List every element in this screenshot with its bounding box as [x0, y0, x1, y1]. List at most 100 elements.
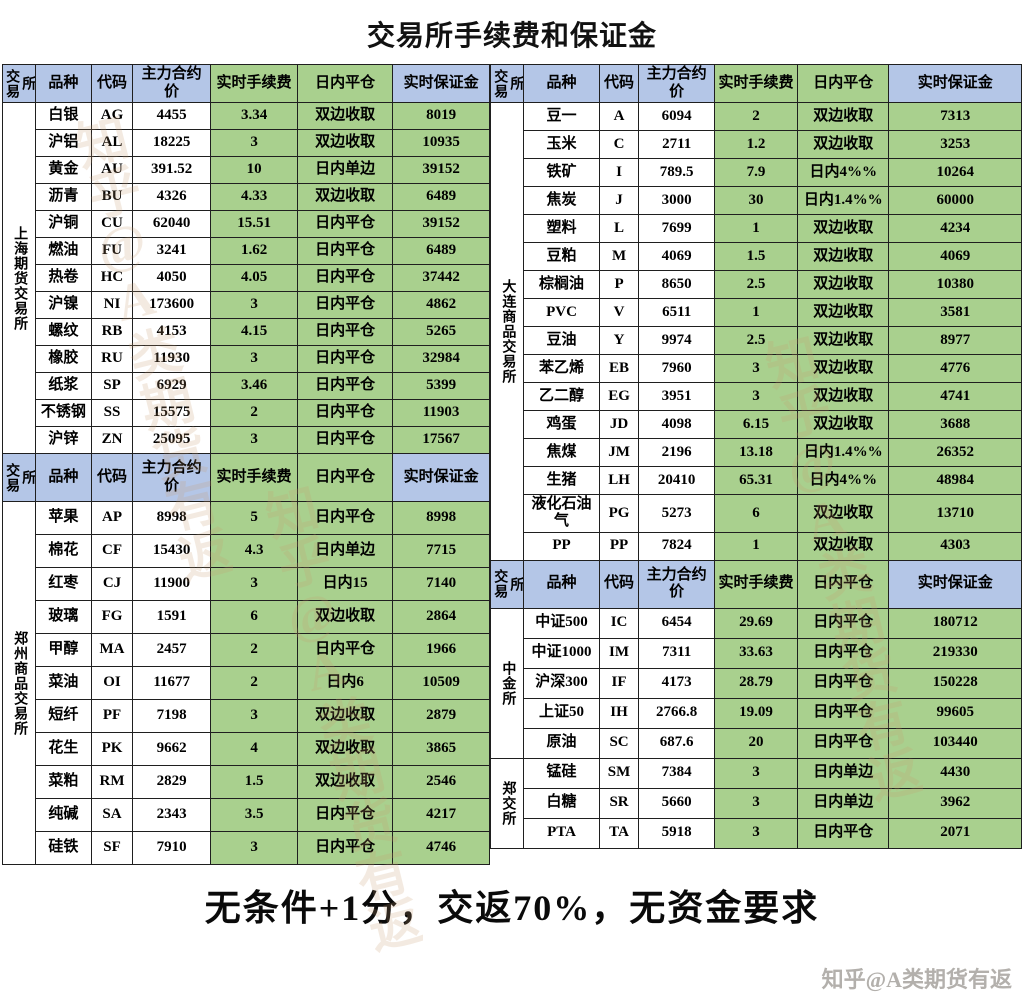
realtime-margin: 3253 [888, 130, 1022, 159]
main-contract-price: 3241 [132, 237, 211, 265]
realtime-fee: 4 [209, 732, 299, 766]
realtime-margin: 4217 [391, 798, 491, 832]
product-name: 不锈钢 [35, 399, 92, 427]
tables-area: 交易所 品种 代码 主力合约价 实时手续费 日内平仓 实时保证金 上海期货交易所 白银 AG 445… [0, 64, 1024, 865]
realtime-margin: 4776 [888, 354, 1022, 383]
realtime-margin: 2879 [391, 699, 491, 733]
realtime-fee: 4.3 [209, 534, 299, 568]
product-code: SF [90, 831, 134, 865]
product-name: 苯乙烯 [523, 354, 600, 383]
realtime-fee: 6 [713, 494, 799, 533]
main-contract-price: 6454 [638, 607, 715, 639]
realtime-fee: 29.69 [713, 607, 799, 639]
realtime-fee: 65.31 [713, 466, 799, 495]
realtime-fee: 3 [209, 426, 299, 454]
left-table-container: 交易所 品种 代码 主力合约价 实时手续费 日内平仓 实时保证金 上海期货交易所 白银 AG 445… [1, 64, 491, 865]
intraday-rule: 日内平仓 [297, 291, 393, 319]
realtime-fee: 3 [209, 831, 299, 865]
realtime-margin: 48984 [888, 466, 1022, 495]
main-contract-price: 391.52 [132, 156, 211, 184]
column-header: 实时手续费 [713, 64, 799, 103]
product-code: RB [90, 318, 134, 346]
product-code: CU [90, 210, 134, 238]
data-row: 甲醇 MA 2457 2 日内平仓 1966 [3, 633, 491, 667]
main-contract-price: 4050 [132, 264, 211, 292]
product-code: IC [598, 607, 640, 639]
product-code: V [598, 298, 640, 327]
product-code: HC [90, 264, 134, 292]
data-row: 上海期货交易所 白银 AG 4455 3.34 双边收取 8019 [1, 102, 491, 454]
intraday-rule: 日内单边 [297, 534, 393, 568]
product-code: SR [598, 787, 640, 819]
data-row: 沪锌 ZN 25095 3 日内平仓 17567 [3, 426, 491, 454]
product-name: PVC [523, 298, 600, 327]
data-row: 郑交所 锰硅 SM 7384 3 日内单边 4430 [490, 757, 1022, 849]
intraday-rule: 双边收取 [797, 270, 890, 299]
realtime-margin: 3688 [888, 410, 1022, 439]
product-name: 黄金 [35, 156, 92, 184]
product-code: I [598, 158, 640, 187]
product-code: BU [90, 183, 134, 211]
product-name: 生猪 [523, 466, 600, 495]
main-contract-price: 6511 [638, 298, 715, 327]
realtime-fee: 2 [209, 399, 299, 427]
realtime-fee: 3 [209, 129, 299, 157]
data-row: 短纤 PF 7198 3 双边收取 2879 [3, 699, 491, 733]
product-code: FU [90, 237, 134, 265]
product-name: 橡胶 [35, 345, 92, 373]
main-contract-price: 2196 [638, 438, 715, 467]
product-name: 菜油 [35, 666, 92, 700]
product-code: CJ [90, 567, 134, 601]
realtime-margin: 4430 [888, 757, 1022, 789]
intraday-rule: 双边收取 [797, 326, 890, 355]
realtime-margin: 8977 [888, 326, 1022, 355]
realtime-margin: 4069 [888, 242, 1022, 271]
realtime-margin: 2546 [391, 765, 491, 799]
realtime-margin: 7313 [888, 102, 1022, 131]
product-name: 短纤 [35, 699, 92, 733]
realtime-fee: 1 [713, 214, 799, 243]
realtime-margin: 2071 [888, 817, 1022, 849]
main-contract-price: 3951 [638, 382, 715, 411]
intraday-rule: 日内平仓 [797, 727, 890, 759]
product-name: 豆油 [523, 326, 600, 355]
realtime-fee: 3 [209, 699, 299, 733]
product-name: 纸浆 [35, 372, 92, 400]
data-row: 焦炭 J 3000 30 日内1.4%% 60000 [491, 186, 1022, 215]
main-contract-price: 173600 [132, 291, 211, 319]
realtime-fee: 6 [209, 600, 299, 634]
product-code: RU [90, 345, 134, 373]
product-code: C [598, 130, 640, 159]
intraday-rule: 日内平仓 [797, 817, 890, 849]
realtime-margin: 10935 [391, 129, 491, 157]
realtime-margin: 10264 [888, 158, 1022, 187]
data-row: 黄金 AU 391.52 10 日内单边 39152 [3, 156, 491, 184]
realtime-margin: 39152 [391, 210, 491, 238]
data-row: 焦煤 JM 2196 13.18 日内1.4%% 26352 [491, 438, 1022, 467]
realtime-fee: 15.51 [209, 210, 299, 238]
intraday-rule: 日内平仓 [797, 667, 890, 699]
realtime-margin: 5265 [391, 318, 491, 346]
intraday-rule: 日内平仓 [297, 501, 393, 535]
intraday-rule: 日内4%% [797, 158, 890, 187]
main-contract-price: 7384 [638, 757, 715, 789]
realtime-fee: 2.5 [713, 270, 799, 299]
product-name: 鸡蛋 [523, 410, 600, 439]
column-header: 品种 [523, 64, 600, 103]
intraday-rule: 日内单边 [797, 787, 890, 819]
data-row: 燃油 FU 3241 1.62 日内平仓 6489 [3, 237, 491, 265]
footer-note: 无条件+1分，交返70%，无资金要求 [204, 888, 820, 928]
intraday-rule: 日内平仓 [797, 637, 890, 669]
realtime-fee: 3.5 [209, 798, 299, 832]
product-name: 玉米 [523, 130, 600, 159]
product-code: EB [598, 354, 640, 383]
main-contract-price: 15430 [132, 534, 211, 568]
data-row: 中证1000 IM 7311 33.63 日内平仓 219330 [491, 637, 1022, 669]
main-contract-price: 15575 [132, 399, 211, 427]
product-code: EG [598, 382, 640, 411]
data-row: 热卷 HC 4050 4.05 日内平仓 37442 [3, 264, 491, 292]
data-row: 菜粕 RM 2829 1.5 双边收取 2546 [3, 765, 491, 799]
intraday-rule: 双边收取 [797, 531, 890, 561]
column-header: 实时手续费 [209, 64, 299, 103]
